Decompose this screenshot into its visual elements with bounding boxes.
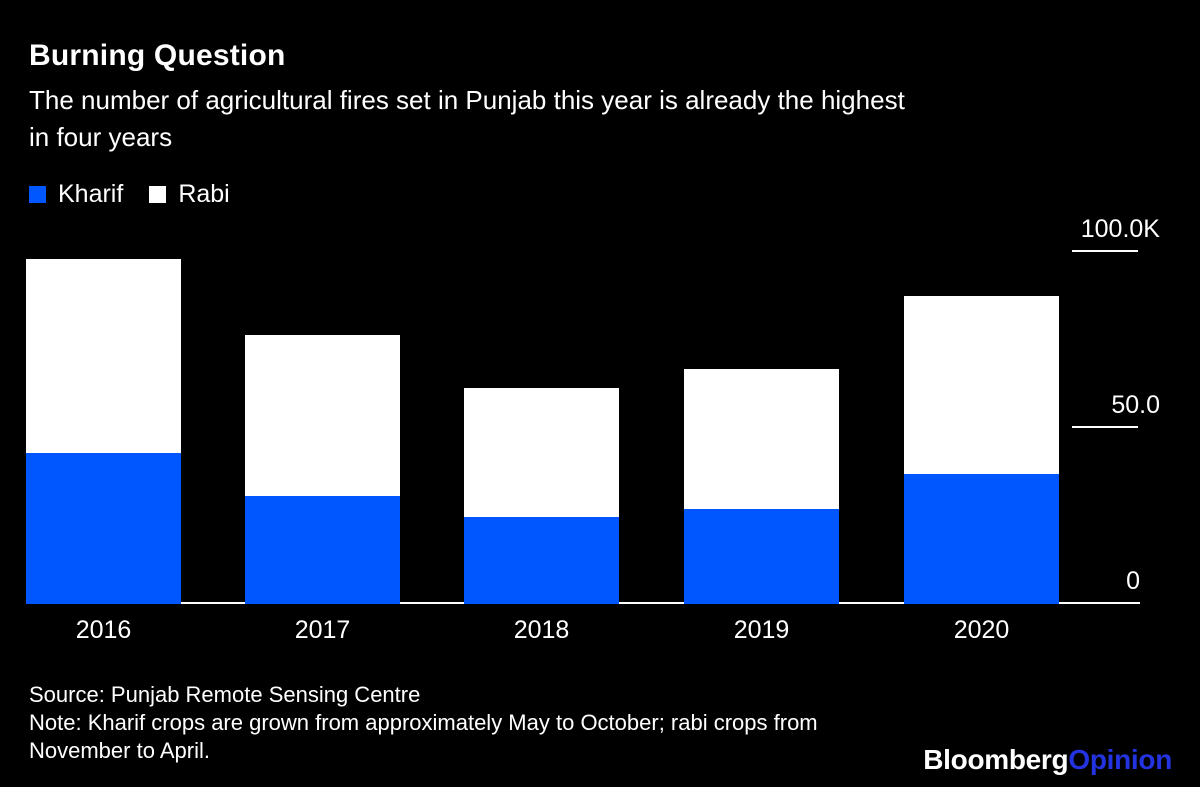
note-line-2: November to April.	[29, 738, 210, 763]
bar-segment-kharif-2017	[245, 496, 400, 604]
bloomberg-opinion-logo: BloombergOpinion	[923, 744, 1172, 776]
legend-label-rabi: Rabi	[178, 180, 230, 208]
x-axis-label-2018: 2018	[513, 616, 570, 644]
bar-2016	[26, 0, 181, 787]
bar-segment-rabi-2019	[684, 368, 839, 509]
bar-segment-rabi-2016	[26, 258, 181, 454]
brand-bloomberg: Bloomberg	[923, 744, 1069, 775]
legend-label-kharif: Kharif	[58, 180, 124, 208]
page-title: Burning Question	[29, 39, 286, 72]
bar-segment-kharif-2016	[26, 453, 181, 604]
bar-2018	[464, 0, 619, 787]
y-tick-label-100: 100.0K	[1080, 214, 1160, 243]
bar-2017	[245, 0, 400, 787]
bar-segment-rabi-2017	[245, 335, 400, 497]
kharif-swatch-icon	[29, 186, 46, 203]
legend-item-kharif: Kharif	[29, 180, 123, 209]
subtitle-line-2: in four years	[29, 122, 173, 152]
bar-segment-rabi-2020	[904, 295, 1059, 474]
brand-opinion: Opinion	[1068, 744, 1172, 775]
bar-segment-rabi-2018	[464, 387, 619, 517]
x-axis-label-2019: 2019	[733, 616, 790, 644]
bar-2019	[684, 0, 839, 787]
chart-subtitle: The number of agricultural fires set in …	[29, 82, 905, 156]
y-tick-line-50	[1072, 425, 1138, 428]
subtitle-line-1: The number of agricultural fires set in …	[29, 85, 905, 115]
x-axis-label-2016: 2016	[75, 616, 132, 644]
x-axis-label-2020: 2020	[953, 616, 1010, 644]
y-tick-label-0: 0	[1126, 567, 1140, 595]
footer-notes: Source: Punjab Remote Sensing Centre Not…	[29, 681, 818, 765]
bar-segment-kharif-2020	[904, 473, 1059, 604]
y-tick-line-100	[1072, 249, 1138, 252]
bar-segment-kharif-2018	[464, 516, 619, 604]
note-line-1: Note: Kharif crops are grown from approx…	[29, 710, 818, 735]
bar-segment-kharif-2019	[684, 508, 839, 604]
rabi-swatch-icon	[149, 186, 167, 203]
source-line: Source: Punjab Remote Sensing Centre	[29, 682, 421, 707]
legend-item-rabi: Rabi	[149, 180, 230, 209]
bar-2020	[904, 0, 1059, 787]
x-axis-label-2017: 2017	[294, 616, 351, 644]
y-tick-label-50: 50.0	[1111, 390, 1160, 419]
legend: Kharif Rabi	[29, 180, 230, 209]
